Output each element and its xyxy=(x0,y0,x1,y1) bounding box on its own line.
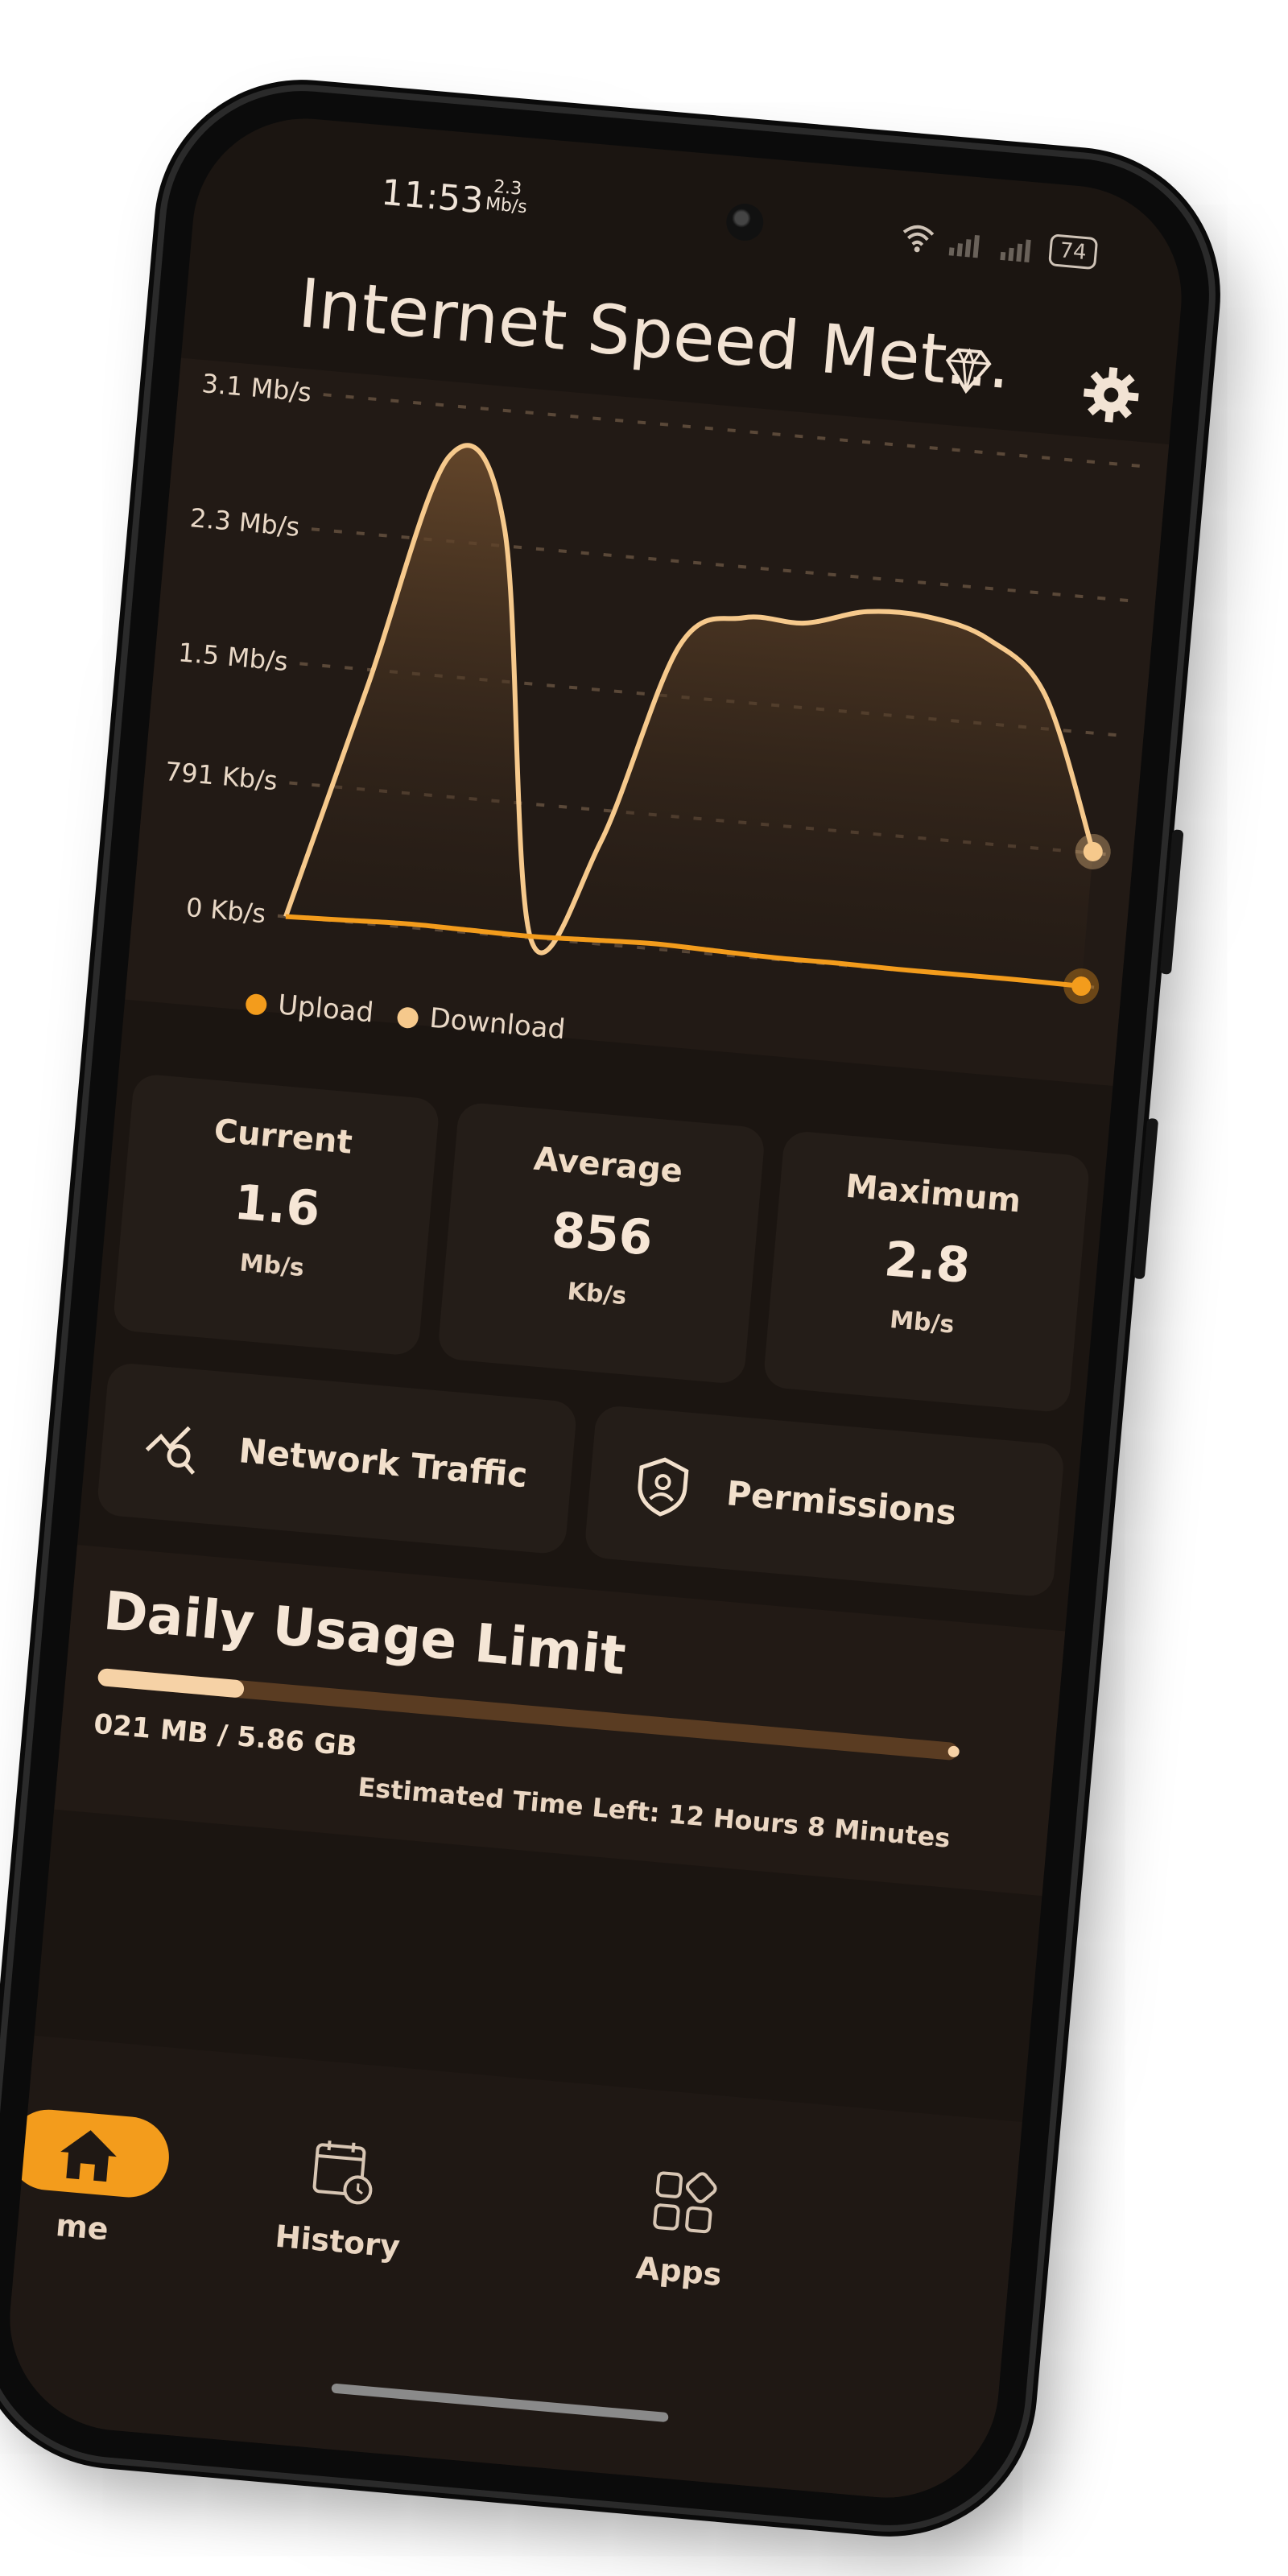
action-buttons: Network Traffic Permissions xyxy=(96,1361,1066,1598)
stat-card-current: Current 1.6 Mb/s xyxy=(112,1072,441,1356)
upload-series-line xyxy=(285,914,1082,989)
download-area xyxy=(285,445,1093,987)
nav-home[interactable]: me xyxy=(1,2106,173,2252)
stat-card-average: Average 856 Kb/s xyxy=(437,1101,766,1385)
stat-unit: Mb/s xyxy=(238,1249,306,1283)
usage-progress-end xyxy=(947,1745,960,1758)
status-net-speed: 2.3 Mb/s xyxy=(484,177,529,218)
settings-button[interactable] xyxy=(1063,347,1159,443)
stat-value: 2.8 xyxy=(881,1231,972,1295)
volume-button xyxy=(1159,829,1184,975)
app-bar: Internet Speed Met... xyxy=(182,229,1191,436)
usage-amount: 021 MB / 5.86 GB xyxy=(92,1707,359,1764)
front-camera xyxy=(724,202,766,242)
stat-label: Average xyxy=(532,1140,684,1191)
nav-history[interactable]: History xyxy=(274,2130,409,2264)
phone-frame: 11:53 2.3 Mb/s xyxy=(0,79,1221,2537)
legend-upload-dot xyxy=(245,993,268,1016)
calendar-clock-icon xyxy=(312,2140,373,2205)
y-tick-label: 3.1 Mb/s xyxy=(200,368,312,408)
legend-download-dot xyxy=(396,1005,419,1029)
usage-title: Daily Usage Limit xyxy=(101,1579,629,1687)
bottom-navigation: me History xyxy=(0,2035,1022,2508)
battery-icon: 74 xyxy=(1047,233,1099,270)
overflow-menu-button[interactable] xyxy=(1167,360,1191,452)
usage-progress-fill xyxy=(97,1667,246,1699)
nav-history-label: History xyxy=(274,2218,402,2265)
nav-apps-label: Apps xyxy=(634,2250,724,2293)
status-time: 11:53 xyxy=(379,171,485,222)
shield-user-icon xyxy=(638,1457,689,1517)
permissions-label: Permissions xyxy=(724,1472,958,1533)
premium-button[interactable] xyxy=(920,322,1016,418)
diamond-icon xyxy=(945,348,992,394)
y-tick-label: 0 Kb/s xyxy=(185,892,267,930)
stat-unit: Kb/s xyxy=(566,1277,628,1311)
net-speed-unit: Mb/s xyxy=(484,193,528,218)
y-tick-label: 2.3 Mb/s xyxy=(189,502,301,543)
status-icons: 74 xyxy=(899,221,1099,270)
speed-chart-svg: 3.1 Mb/s 2.3 Mb/s 1.5 Mb/s 791 Kb/s 0 Kb/s xyxy=(163,368,1151,1005)
download-endpoint-dot xyxy=(1083,841,1103,861)
stat-value: 1.6 xyxy=(232,1174,323,1238)
screen: 11:53 2.3 Mb/s xyxy=(0,109,1191,2508)
gear-icon xyxy=(1084,367,1139,423)
daily-usage-panel: Daily Usage Limit 021 MB / 5.86 GB Estim… xyxy=(54,1544,1066,1897)
gesture-home-indicator[interactable] xyxy=(331,2383,669,2423)
status-bar: 11:53 2.3 Mb/s xyxy=(194,142,1187,292)
power-button xyxy=(1133,1117,1159,1280)
nav-apps[interactable]: Apps xyxy=(634,2161,730,2293)
wifi-icon xyxy=(902,225,935,253)
signal-icon-2 xyxy=(1000,239,1031,262)
network-traffic-button[interactable]: Network Traffic xyxy=(96,1361,578,1555)
permissions-button[interactable]: Permissions xyxy=(584,1404,1066,1598)
network-search-icon xyxy=(145,1426,196,1475)
stat-unit: Mb/s xyxy=(888,1305,956,1340)
more-vert-icon xyxy=(1187,400,1191,433)
grid-line xyxy=(323,393,1151,469)
upload-endpoint-dot xyxy=(1071,976,1092,997)
speed-chart: 3.1 Mb/s 2.3 Mb/s 1.5 Mb/s 791 Kb/s 0 Kb/s U… xyxy=(125,357,1170,1086)
y-tick-label: 791 Kb/s xyxy=(163,756,279,796)
stat-cards: Current 1.6 Mb/s Average 856 Kb/s Maximu… xyxy=(112,1072,1091,1414)
y-tick-label: 1.5 Mb/s xyxy=(177,637,289,677)
nav-home-label: me xyxy=(54,2207,110,2248)
nav-home-pill xyxy=(5,2106,173,2201)
stat-label: Maximum xyxy=(844,1167,1022,1220)
stat-label: Current xyxy=(213,1112,354,1162)
home-icon xyxy=(60,2130,117,2182)
stat-card-maximum: Maximum 2.8 Mb/s xyxy=(762,1129,1091,1414)
usage-eta: Estimated Time Left: 12 Hours 8 Minutes xyxy=(356,1771,952,1854)
network-traffic-label: Network Traffic xyxy=(237,1430,530,1495)
signal-icon xyxy=(948,234,980,258)
stat-value: 856 xyxy=(549,1202,655,1267)
apps-grid-icon xyxy=(653,2171,717,2234)
download-series-line xyxy=(283,443,1096,956)
